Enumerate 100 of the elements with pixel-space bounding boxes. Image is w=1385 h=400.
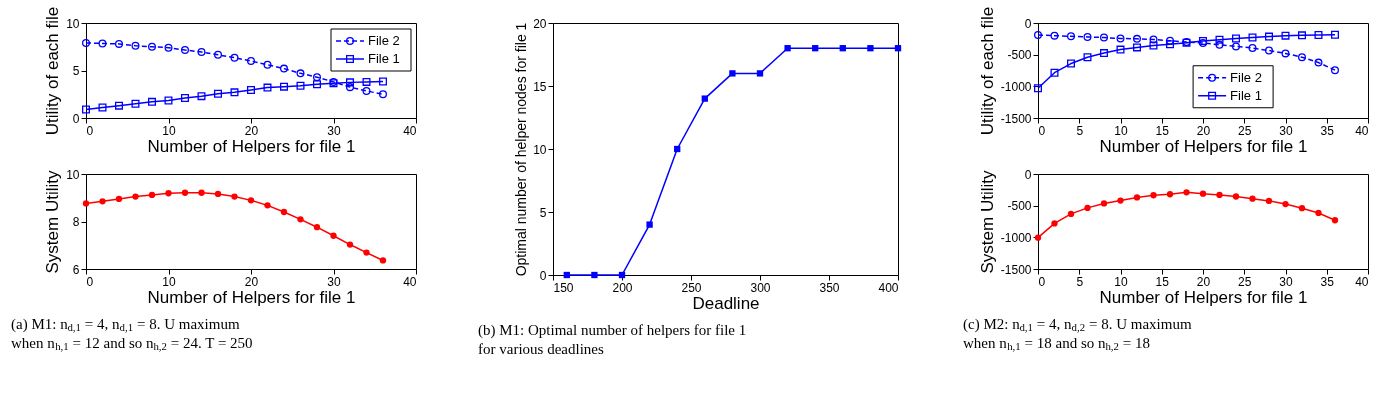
point	[1116, 45, 1125, 54]
x-tick-label: 15	[1155, 123, 1170, 138]
point	[1133, 43, 1141, 52]
point	[1034, 31, 1042, 40]
point	[263, 83, 272, 92]
point	[99, 198, 106, 205]
point	[313, 73, 321, 82]
point	[363, 249, 370, 256]
point	[379, 257, 387, 264]
point	[1166, 191, 1174, 198]
point	[1248, 33, 1257, 42]
point	[379, 90, 387, 99]
text: (b) M1: Optimal number of helpers for file 1	[478, 322, 747, 339]
point	[296, 69, 305, 78]
legend-label: File 2	[1230, 69, 1262, 85]
point	[1034, 84, 1042, 93]
point	[1166, 36, 1174, 45]
text: for various deadlines	[478, 341, 604, 357]
x-tick-label: 250	[681, 280, 702, 295]
point	[98, 39, 107, 48]
point	[1315, 209, 1322, 217]
y-tick-label: 0	[72, 111, 80, 126]
x-tick-label: 10	[162, 274, 176, 289]
point	[313, 224, 321, 231]
point	[1133, 194, 1141, 201]
point	[1314, 58, 1323, 67]
point	[330, 232, 337, 239]
point	[198, 189, 205, 196]
y-tick-label: -500	[1007, 199, 1032, 214]
x-axis-title: Deadline	[692, 293, 760, 313]
x-tick-label: 0	[86, 274, 94, 289]
point	[1265, 32, 1273, 41]
point	[1199, 190, 1207, 197]
x-tick-label: 400	[878, 280, 899, 295]
point	[1100, 33, 1108, 42]
point	[1117, 197, 1124, 204]
point	[98, 103, 107, 112]
x-tick-label: 300	[750, 280, 771, 295]
point	[214, 190, 222, 198]
y-tick-label: 0	[1024, 167, 1032, 182]
y-tick-label: 10	[66, 16, 80, 31]
point	[1232, 42, 1240, 51]
x-tick-label: 0	[86, 123, 94, 138]
point	[181, 46, 189, 55]
point	[1083, 53, 1092, 62]
point	[1314, 31, 1323, 40]
point	[148, 42, 156, 51]
point	[1100, 200, 1108, 207]
x-tick-label: 20	[244, 274, 259, 289]
x-tick-label: 40	[403, 274, 417, 289]
point	[131, 99, 140, 108]
point	[181, 189, 189, 196]
y-axis-title: Utility of each file	[977, 6, 997, 136]
point	[247, 85, 255, 94]
point	[131, 41, 140, 50]
x-tick-label: 40	[1355, 274, 1369, 289]
x-tick-label: 20	[1196, 123, 1211, 138]
point	[1083, 32, 1092, 41]
point	[1232, 34, 1240, 43]
point	[1232, 193, 1240, 200]
point	[1166, 40, 1174, 49]
y-tick-label: 0	[1024, 16, 1032, 31]
x-tick-label: 35	[1320, 123, 1335, 138]
x-tick-label: 25	[1238, 274, 1252, 289]
point	[148, 191, 156, 199]
point	[296, 81, 305, 90]
y-tick-label: -1000	[1000, 230, 1032, 245]
point	[1100, 49, 1108, 58]
point	[1331, 30, 1339, 39]
x-tick-label: 5	[1076, 274, 1084, 289]
x-axis-title: Number of Helpers for file 1	[1099, 136, 1308, 156]
x-tick-label: 10	[1114, 123, 1128, 138]
point	[1084, 204, 1091, 212]
point	[362, 86, 371, 95]
y-tick-label: 15	[533, 79, 547, 94]
point	[263, 60, 272, 69]
x-tick-label: 30	[327, 274, 341, 289]
x-tick-label: 30	[327, 123, 341, 138]
point	[214, 89, 222, 98]
point	[181, 94, 189, 103]
point	[1050, 68, 1059, 77]
point	[1150, 192, 1157, 199]
y-tick-label: 5	[72, 64, 80, 78]
point	[165, 190, 172, 197]
x-tick-label: 15	[1155, 274, 1170, 289]
point	[1281, 31, 1290, 40]
legend-label: File 2	[368, 33, 400, 48]
point	[197, 92, 206, 101]
point	[230, 53, 239, 62]
point	[1215, 40, 1224, 49]
x-axis-title: Number of Helpers for file 1	[147, 136, 356, 156]
point	[82, 38, 90, 47]
x-tick-label: 10	[1114, 274, 1128, 289]
y-tick-label: 10	[533, 142, 547, 157]
point	[115, 195, 123, 203]
point	[1051, 220, 1058, 227]
x-tick-label: 5	[1076, 123, 1084, 138]
point	[197, 47, 206, 56]
point	[82, 105, 90, 114]
y-tick-label: 5	[539, 205, 547, 220]
